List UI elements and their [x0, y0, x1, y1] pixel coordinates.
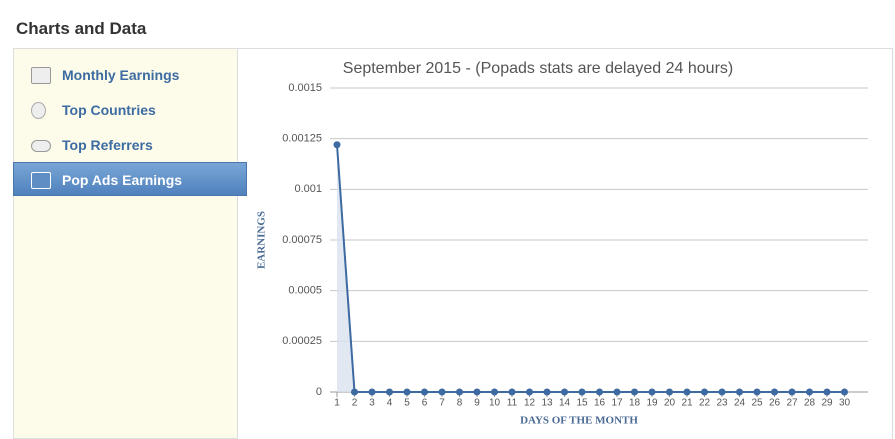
point: [631, 388, 638, 396]
x-tick-label: 5: [404, 398, 410, 409]
x-tick-label: 23: [716, 398, 728, 409]
point: [491, 388, 498, 396]
menu-label[interactable]: Monthly Earnings: [62, 67, 180, 83]
x-tick-label: 25: [751, 398, 763, 409]
x-tick-label: 7: [439, 398, 445, 409]
x-tick-label: 8: [457, 398, 463, 409]
x-tick-label: 13: [541, 398, 553, 409]
x-tick-label: 18: [629, 398, 641, 409]
point: [683, 388, 691, 396]
x-tick-label: 9: [474, 398, 480, 409]
menu-label[interactable]: Pop Ads Earnings: [62, 172, 183, 188]
x-tick-label: 19: [646, 398, 658, 409]
x-axis-label: DAYS OF THE MONTH: [520, 415, 638, 427]
point: [806, 388, 813, 396]
menu-item[interactable]: Top Referrers: [14, 128, 239, 162]
page-title: Charts and Data: [16, 19, 147, 38]
point: [771, 388, 778, 396]
point: [473, 388, 481, 396]
x-tick-label: 29: [821, 398, 833, 409]
point: [666, 388, 673, 396]
x-tick-label: 11: [507, 398, 518, 409]
y-tick-label: 0.00075: [282, 234, 322, 246]
area: [337, 144, 845, 392]
x-tick-label: 21: [681, 398, 693, 409]
x-tick-label: 14: [559, 398, 571, 409]
point: [333, 141, 341, 149]
point: [753, 388, 761, 396]
chart-panel: [238, 48, 893, 439]
x-tick-label: 30: [839, 398, 851, 409]
y-axis-label: EARNINGS: [256, 211, 268, 269]
point: [368, 388, 376, 396]
menu-item-active[interactable]: Pop Ads Earnings: [13, 162, 247, 196]
x-tick-label: 1: [334, 398, 340, 409]
chart-title: September 2015 - (Popads stats are delay…: [343, 60, 733, 77]
point: [438, 388, 446, 396]
point: [526, 388, 533, 396]
y-tick-label: 0.001: [294, 183, 322, 195]
y-tick-label: 0: [316, 386, 322, 398]
sidebar: Monthly Earnings Top Countries Top Refer…: [13, 48, 247, 439]
point: [648, 388, 656, 396]
point: [596, 388, 603, 396]
point: [578, 388, 586, 396]
y-tick-label: 0.00125: [282, 133, 322, 145]
y-tick-label: 0.00025: [282, 335, 322, 347]
point: [613, 388, 621, 396]
menu-label[interactable]: Top Countries: [62, 102, 156, 118]
x-tick-label: 26: [769, 398, 781, 409]
point: [386, 388, 393, 396]
x-tick-label: 20: [664, 398, 676, 409]
line: [336, 144, 845, 393]
x-tick-label: 15: [576, 398, 588, 409]
point: [403, 388, 411, 396]
point: [736, 388, 743, 396]
x-tick-label: 3: [369, 398, 375, 409]
x-tick-label: 10: [489, 398, 501, 409]
point: [701, 388, 708, 396]
x-tick-label: 22: [699, 398, 711, 409]
x-tick-label: 2: [352, 398, 358, 409]
point: [561, 388, 568, 396]
point: [543, 388, 551, 396]
y-tick-label: 0.0005: [288, 285, 322, 297]
x-tick-label: 4: [387, 398, 393, 409]
menu-label[interactable]: Top Referrers: [62, 137, 153, 153]
x-tick-label: 12: [524, 398, 536, 409]
y-tick-label: 0.0015: [288, 82, 322, 94]
point: [823, 388, 831, 396]
menu-item[interactable]: Monthly Earnings: [14, 58, 239, 92]
x-tick-label: 16: [594, 398, 606, 409]
menu-item[interactable]: Top Countries: [14, 93, 239, 127]
x-tick-label: 24: [734, 398, 746, 409]
x-tick-label: 17: [611, 398, 623, 409]
x-tick-label: 6: [422, 398, 428, 409]
point: [718, 388, 726, 396]
x-tick-label: 27: [786, 398, 798, 409]
point: [508, 388, 516, 396]
point: [456, 388, 463, 396]
point: [421, 388, 428, 396]
point: [788, 388, 796, 396]
x-tick-label: 28: [804, 398, 816, 409]
point: [351, 388, 358, 396]
point: [841, 388, 848, 396]
